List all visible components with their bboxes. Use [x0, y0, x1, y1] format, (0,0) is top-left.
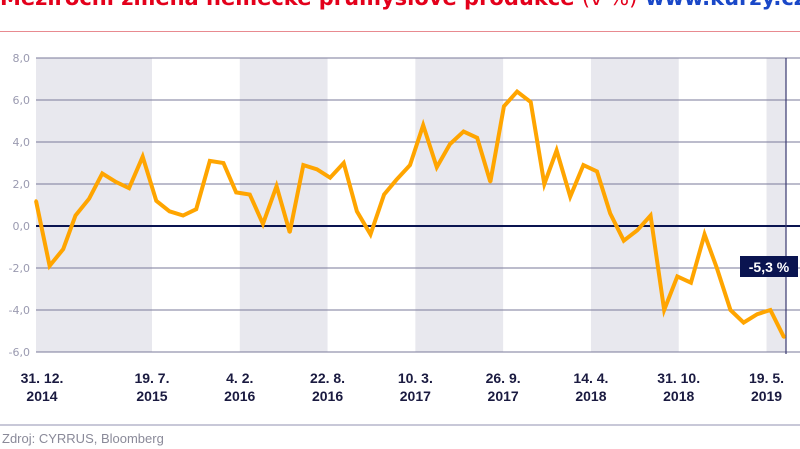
y-tick-label: -2,0 — [9, 262, 30, 275]
title-divider — [0, 31, 800, 32]
data-point — [288, 230, 292, 234]
y-tick-label: -4,0 — [9, 304, 30, 317]
data-point — [649, 214, 653, 217]
x-tick-label: 2016 — [224, 388, 255, 404]
shaded-band — [36, 58, 152, 352]
x-tick-label: 31. 12. — [21, 370, 64, 386]
data-point — [74, 214, 78, 217]
data-point — [703, 232, 707, 236]
data-point — [475, 136, 479, 140]
x-tick-label: 2018 — [663, 388, 694, 404]
data-point — [408, 163, 412, 167]
data-point — [755, 312, 759, 316]
y-tick-label: -6,0 — [9, 346, 30, 359]
data-point — [301, 163, 305, 167]
data-point — [127, 186, 131, 190]
data-point — [742, 321, 746, 325]
chart-title: Meziroční změna německé průmyslové produ… — [0, 0, 800, 10]
y-tick-label: 2,0 — [13, 178, 31, 191]
data-point — [689, 281, 693, 285]
line-chart: 8,0 6,0 4,0 2,0 0,0 -2,0 -4,0 -6,0 31. 12. 2014 19… — [9, 52, 800, 404]
data-point — [675, 274, 679, 278]
data-point — [181, 214, 185, 217]
x-tick-label: 2014 — [26, 388, 57, 404]
data-point — [581, 163, 585, 167]
data-point — [114, 180, 118, 184]
x-tick-label: 26. 9. — [486, 370, 521, 386]
x-tick-label: 2015 — [136, 388, 167, 404]
data-point — [421, 123, 425, 127]
data-point — [154, 199, 158, 203]
x-tick-label: 19. 7. — [134, 370, 169, 386]
x-tick-label: 2019 — [751, 388, 782, 404]
site-link[interactable]: www.kurzy.cz — [645, 0, 800, 10]
data-point — [248, 193, 252, 196]
x-tick-label: 2016 — [312, 388, 343, 404]
data-point — [382, 193, 386, 196]
data-point — [529, 100, 533, 104]
data-point — [515, 90, 519, 94]
data-point — [768, 308, 772, 312]
data-point — [462, 130, 466, 133]
data-point — [100, 172, 104, 175]
data-point — [275, 184, 279, 188]
title-text: Meziroční změna německé průmyslové produ… — [0, 0, 575, 10]
x-tick-label: 10. 3. — [398, 370, 433, 386]
data-point — [234, 190, 238, 194]
data-point — [221, 161, 225, 165]
y-tick-label: 4,0 — [13, 136, 31, 149]
data-point — [488, 180, 492, 184]
data-point — [728, 308, 732, 312]
data-point — [608, 211, 612, 215]
x-tick-label: 2018 — [575, 388, 606, 404]
data-point — [342, 161, 346, 165]
data-point — [261, 222, 265, 226]
x-tick-label: 31. 10. — [657, 370, 700, 386]
shaded-band — [766, 58, 786, 352]
data-point — [355, 209, 359, 213]
x-tick-label: 4. 2. — [226, 370, 253, 386]
x-tick-label: 2017 — [488, 388, 519, 404]
data-point — [595, 169, 599, 173]
last-value-label-box — [740, 256, 798, 277]
x-tick-label: 22. 8. — [310, 370, 345, 386]
y-tick-label: 6,0 — [13, 94, 31, 107]
data-point — [782, 335, 786, 339]
source-note: Zdroj: CYRRUS, Bloomberg — [2, 431, 164, 446]
data-point — [61, 247, 65, 251]
data-point — [502, 104, 506, 108]
data-point — [194, 207, 198, 211]
data-point — [141, 155, 145, 159]
data-point — [368, 232, 372, 236]
data-point — [715, 266, 719, 270]
data-point — [394, 178, 398, 182]
title-unit: (v %) — [582, 0, 637, 10]
data-point — [542, 182, 546, 186]
x-tick-label: 14. 4. — [573, 370, 608, 386]
footer-divider — [0, 424, 800, 426]
data-point — [48, 264, 52, 268]
shaded-band — [415, 58, 504, 352]
last-value-label: -5,3 % — [749, 259, 790, 275]
data-point — [622, 239, 626, 243]
data-point — [167, 209, 171, 213]
y-tick-label: 0,0 — [13, 220, 31, 233]
data-point — [328, 176, 332, 180]
data-point — [662, 308, 666, 312]
data-point — [208, 159, 212, 163]
data-point — [435, 165, 439, 169]
data-point — [315, 167, 319, 171]
data-point — [555, 148, 559, 152]
data-point — [568, 195, 572, 199]
x-tick-label: 19. 5. — [749, 370, 784, 386]
y-tick-label: 8,0 — [13, 52, 31, 65]
data-point — [635, 228, 639, 232]
data-point — [448, 142, 452, 146]
x-tick-label: 2017 — [400, 388, 431, 404]
data-point — [87, 197, 91, 201]
data-point — [34, 199, 38, 203]
